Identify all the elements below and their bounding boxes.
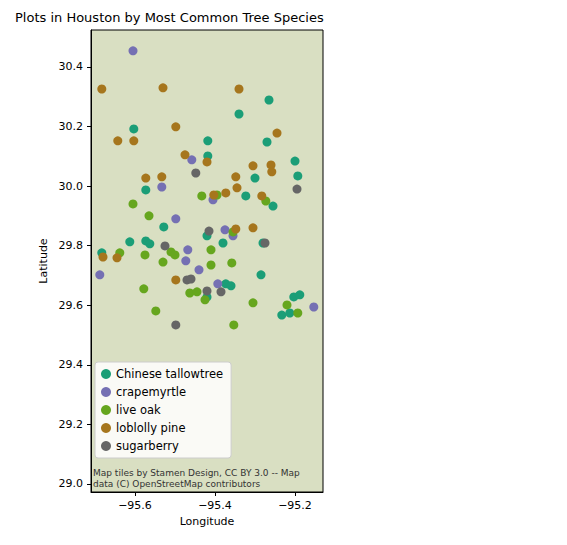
svg-text:29.8: 29.8 <box>59 239 84 252</box>
svg-text:sugarberry: sugarberry <box>116 439 179 453</box>
svg-text:Plots in Houston by Most Commo: Plots in Houston by Most Common Tree Spe… <box>15 10 324 25</box>
svg-text:−95.6: −95.6 <box>118 499 152 512</box>
svg-text:loblolly pine: loblolly pine <box>116 421 185 435</box>
svg-text:29.2: 29.2 <box>59 418 84 431</box>
svg-text:30.0: 30.0 <box>59 180 84 193</box>
svg-text:crapemyrtle: crapemyrtle <box>116 385 186 399</box>
svg-text:30.4: 30.4 <box>59 60 84 73</box>
svg-text:Longitude: Longitude <box>180 515 235 528</box>
svg-text:29.6: 29.6 <box>59 299 84 312</box>
svg-text:29.0: 29.0 <box>59 477 84 490</box>
svg-text:data (C) OpenStreetMap contrib: data (C) OpenStreetMap contributors <box>93 479 261 489</box>
svg-text:Chinese tallowtree: Chinese tallowtree <box>116 367 223 381</box>
svg-text:live oak: live oak <box>116 403 161 417</box>
svg-text:30.2: 30.2 <box>59 120 84 133</box>
svg-text:−95.2: −95.2 <box>278 499 312 512</box>
svg-text:Map tiles by Stamen Design, CC: Map tiles by Stamen Design, CC BY 3.0 --… <box>93 468 303 478</box>
svg-text:29.4: 29.4 <box>59 358 84 371</box>
svg-text:Latitude: Latitude <box>37 238 50 284</box>
svg-text:−95.4: −95.4 <box>198 499 232 512</box>
